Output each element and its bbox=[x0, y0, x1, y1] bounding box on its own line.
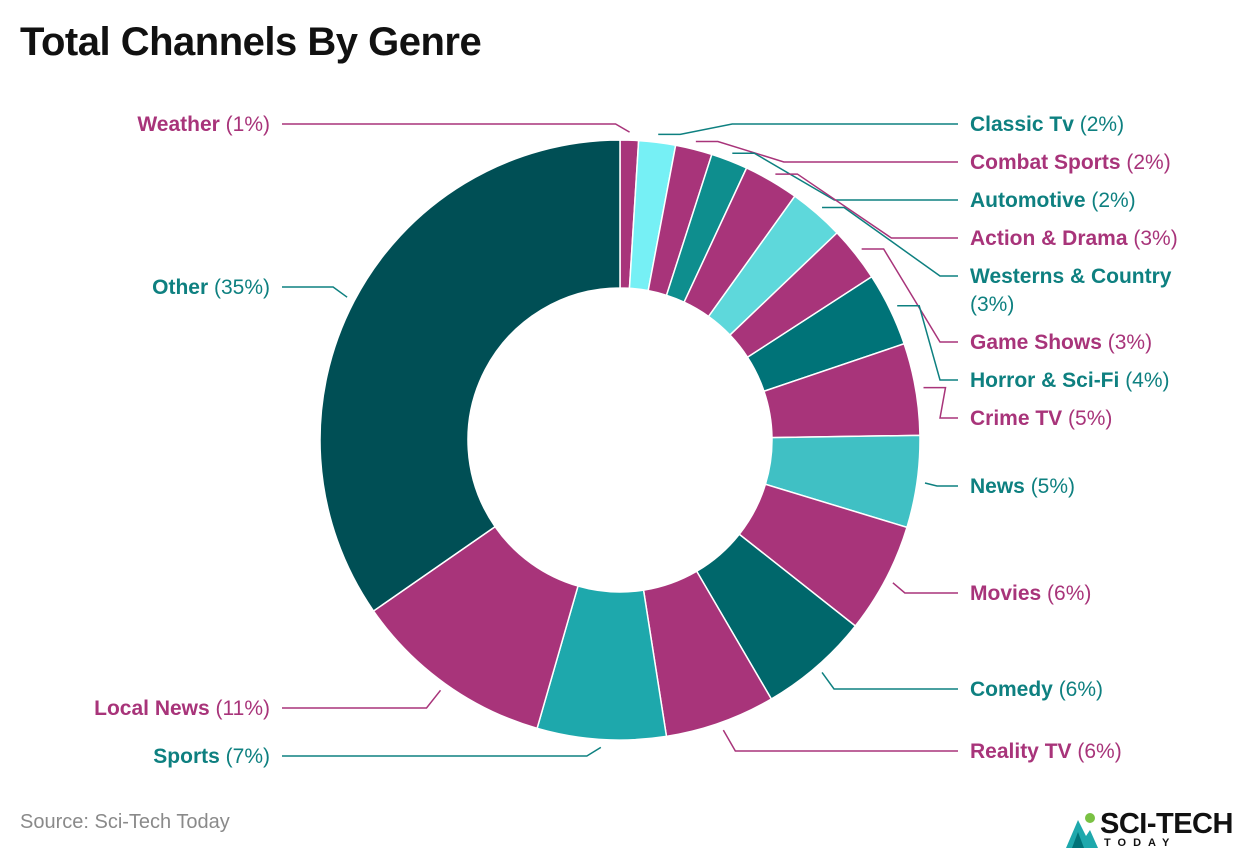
label-action-drama: Action & Drama (3%) bbox=[970, 227, 1178, 250]
leader-lines bbox=[282, 123, 958, 757]
leader-other bbox=[282, 286, 348, 298]
leader-westerns-country bbox=[822, 206, 958, 277]
label-name: Comedy bbox=[970, 678, 1053, 701]
brand-logo: SCI-TECH TODAY bbox=[1064, 806, 1238, 852]
label-name: Crime TV bbox=[970, 407, 1062, 430]
label-crime-tv: Crime TV (5%) bbox=[970, 407, 1112, 430]
leader-sports bbox=[282, 746, 602, 757]
label-value: (1%) bbox=[220, 113, 270, 136]
donut-slices bbox=[319, 139, 921, 741]
label-name: Local News bbox=[94, 697, 210, 720]
leader-crime-tv bbox=[923, 386, 958, 419]
label-comedy: Comedy (6%) bbox=[970, 678, 1103, 701]
label-westerns-country: Westerns & Country (3%) bbox=[970, 265, 1172, 316]
label-name: Sports bbox=[153, 745, 220, 768]
label-value: (11%) bbox=[210, 697, 270, 720]
label-value: (2%) bbox=[1121, 151, 1171, 174]
label-combat-sports: Combat Sports (2%) bbox=[970, 151, 1171, 174]
chart-title: Total Channels By Genre bbox=[20, 20, 482, 64]
source-note: Source: Sci-Tech Today bbox=[20, 811, 230, 833]
leader-game-shows bbox=[861, 248, 958, 343]
label-game-shows: Game Shows (3%) bbox=[970, 331, 1152, 354]
label-value: (3%) bbox=[970, 293, 1014, 316]
label-other: Other (35%) bbox=[152, 276, 270, 299]
label-name: Combat Sports bbox=[970, 151, 1121, 174]
label-name: Action & Drama bbox=[970, 227, 1128, 250]
leader-horror-sci-fi bbox=[897, 304, 958, 381]
label-name: Weather bbox=[137, 113, 219, 136]
label-automotive: Automotive (2%) bbox=[970, 189, 1136, 212]
label-name: News bbox=[970, 475, 1025, 498]
label-name: Movies bbox=[970, 582, 1041, 605]
label-movies: Movies (6%) bbox=[970, 582, 1091, 605]
label-value: (5%) bbox=[1062, 407, 1112, 430]
label-news: News (5%) bbox=[970, 475, 1075, 498]
label-value: (2%) bbox=[1086, 189, 1136, 212]
leader-weather bbox=[282, 123, 630, 133]
slice-labels: Weather (1%) Classic Tv (2%)Combat Sports… bbox=[94, 113, 1178, 768]
label-reality-tv: Reality TV (6%) bbox=[970, 740, 1122, 763]
leader-action-drama bbox=[775, 173, 958, 239]
label-value: (7%) bbox=[220, 745, 270, 768]
label-name: Automotive bbox=[970, 189, 1086, 212]
label-value: (3%) bbox=[1102, 331, 1152, 354]
label-name: Other bbox=[152, 276, 208, 299]
label-value: (35%) bbox=[208, 276, 270, 299]
label-name: Horror & Sci-Fi bbox=[970, 369, 1119, 392]
leader-comedy bbox=[821, 672, 958, 690]
slice-other bbox=[319, 139, 621, 613]
label-value: (6%) bbox=[1041, 582, 1091, 605]
brand-name: SCI-TECH bbox=[1100, 808, 1233, 840]
leader-classic-tv bbox=[658, 123, 958, 136]
brand-tagline: TODAY bbox=[1104, 837, 1177, 849]
leader-automotive bbox=[732, 152, 958, 201]
label-sports: Sports (7%) bbox=[153, 745, 270, 768]
leader-movies bbox=[892, 582, 958, 594]
label-value: (5%) bbox=[1025, 475, 1075, 498]
label-classic-tv: Classic Tv (2%) bbox=[970, 113, 1124, 136]
label-name: Westerns & Country bbox=[970, 265, 1172, 288]
label-value: (2%) bbox=[1074, 113, 1124, 136]
label-value: (3%) bbox=[1128, 227, 1178, 250]
leader-local-news bbox=[282, 689, 442, 709]
label-name: Reality TV bbox=[970, 740, 1072, 763]
label-name: Classic Tv bbox=[970, 113, 1074, 136]
label-name: Game Shows bbox=[970, 331, 1102, 354]
label-weather: Weather (1%) bbox=[137, 113, 270, 136]
leader-reality-tv bbox=[722, 729, 958, 752]
label-horror-sci-fi: Horror & Sci-Fi (4%) bbox=[970, 369, 1170, 392]
label-value: (6%) bbox=[1053, 678, 1103, 701]
leader-news bbox=[924, 482, 958, 487]
label-value: (4%) bbox=[1119, 369, 1169, 392]
label-local-news: Local News (11%) bbox=[94, 697, 270, 720]
leader-combat-sports bbox=[695, 140, 958, 163]
logo-mountain-icon bbox=[1066, 813, 1098, 848]
label-value: (6%) bbox=[1072, 740, 1122, 763]
